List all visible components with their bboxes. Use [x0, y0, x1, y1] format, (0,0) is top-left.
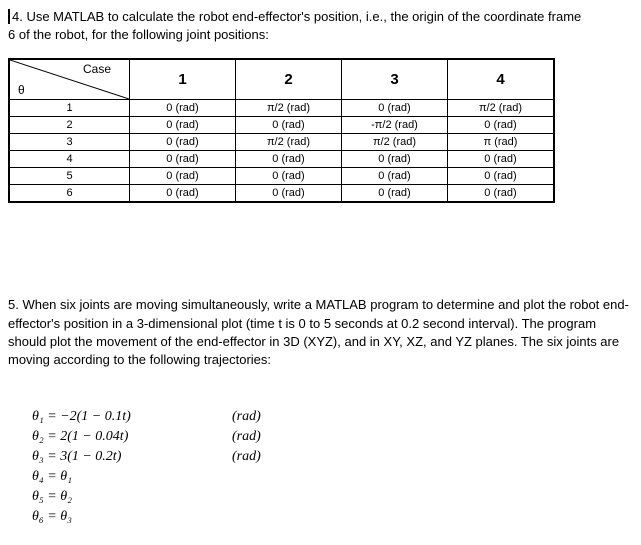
joint-positions-table: Case θ 1 2 3 4 1 0 (rad) π/2 (rad) 0 (ra…: [8, 58, 555, 203]
table-cell: π/2 (rad): [342, 134, 448, 151]
equation-left: θ₄ = θ₁: [32, 469, 232, 485]
col-header-4: 4: [448, 60, 554, 100]
equation: θ₆ = θ₃: [32, 509, 633, 525]
table-cell: 0 (rad): [236, 151, 342, 168]
table-cell: π/2 (rad): [236, 100, 342, 117]
table-cell: π (rad): [448, 134, 554, 151]
theta-label: 3: [10, 134, 130, 151]
table-cell: 0 (rad): [342, 185, 448, 202]
col-header-3: 3: [342, 60, 448, 100]
table-cell: 0 (rad): [130, 168, 236, 185]
equation-left: θ₂ = 2(1 − 0.04t): [32, 429, 232, 445]
equation: θ₅ = θ₂: [32, 489, 633, 505]
table-cell: 0 (rad): [236, 168, 342, 185]
problem4-text: 4. Use MATLAB to calculate the robot end…: [8, 8, 633, 44]
table-cell: -π/2 (rad): [342, 117, 448, 134]
table-cell: 0 (rad): [236, 185, 342, 202]
table-row: 4 0 (rad) 0 (rad) 0 (rad) 0 (rad): [10, 151, 554, 168]
table-row: 1 0 (rad) π/2 (rad) 0 (rad) π/2 (rad): [10, 100, 554, 117]
table-cell: 0 (rad): [342, 168, 448, 185]
equation-right: (rad): [232, 449, 312, 465]
table-cell: 0 (rad): [448, 117, 554, 134]
equation-left: θ₃ = 3(1 − 0.2t): [32, 449, 232, 465]
equation-left: θ₁ = −2(1 − 0.1t): [32, 409, 232, 425]
table-row: 2 0 (rad) 0 (rad) -π/2 (rad) 0 (rad): [10, 117, 554, 134]
equations-block: θ₁ = −2(1 − 0.1t) (rad) θ₂ = 2(1 − 0.04t…: [8, 409, 633, 525]
table-cell: π/2 (rad): [236, 134, 342, 151]
equation-right: (rad): [232, 429, 312, 445]
theta-label: 1: [10, 100, 130, 117]
equation-right: [232, 509, 312, 525]
problem5-text: 5. When six joints are moving simultaneo…: [8, 296, 633, 369]
theta-label: 2: [10, 117, 130, 134]
table-cell: 0 (rad): [448, 168, 554, 185]
equation: θ₄ = θ₁: [32, 469, 633, 485]
equation-left: θ₅ = θ₂: [32, 489, 232, 505]
table-cell: 0 (rad): [130, 117, 236, 134]
equation: θ₃ = 3(1 − 0.2t) (rad): [32, 449, 633, 465]
equation: θ₁ = −2(1 − 0.1t) (rad): [32, 409, 633, 425]
diag-top-label: Case: [83, 62, 111, 76]
table-cell: 0 (rad): [236, 117, 342, 134]
table-cell: π/2 (rad): [448, 100, 554, 117]
equation-right: (rad): [232, 409, 312, 425]
equation-right: [232, 489, 312, 505]
table-row: 6 0 (rad) 0 (rad) 0 (rad) 0 (rad): [10, 185, 554, 202]
equation-left: θ₆ = θ₃: [32, 509, 232, 525]
table-cell: 0 (rad): [130, 100, 236, 117]
equation-right: [232, 469, 312, 485]
col-header-1: 1: [130, 60, 236, 100]
theta-label: 4: [10, 151, 130, 168]
table-cell: 0 (rad): [130, 185, 236, 202]
table-cell: 0 (rad): [342, 151, 448, 168]
problem4-line1: 4. Use MATLAB to calculate the robot end…: [8, 9, 581, 24]
table-cell: 0 (rad): [448, 151, 554, 168]
table-cell: 0 (rad): [130, 134, 236, 151]
table-row: 3 0 (rad) π/2 (rad) π/2 (rad) π (rad): [10, 134, 554, 151]
table-cell: 0 (rad): [342, 100, 448, 117]
equation: θ₂ = 2(1 − 0.04t) (rad): [32, 429, 633, 445]
theta-label: 5: [10, 168, 130, 185]
table-cell: 0 (rad): [130, 151, 236, 168]
theta-label: 6: [10, 185, 130, 202]
table-diagonal-header: Case θ: [10, 60, 130, 100]
problem4-line2: 6 of the robot, for the following joint …: [8, 27, 269, 42]
diag-bottom-label: θ: [18, 83, 25, 97]
col-header-2: 2: [236, 60, 342, 100]
table-cell: 0 (rad): [448, 185, 554, 202]
table-row: 5 0 (rad) 0 (rad) 0 (rad) 0 (rad): [10, 168, 554, 185]
